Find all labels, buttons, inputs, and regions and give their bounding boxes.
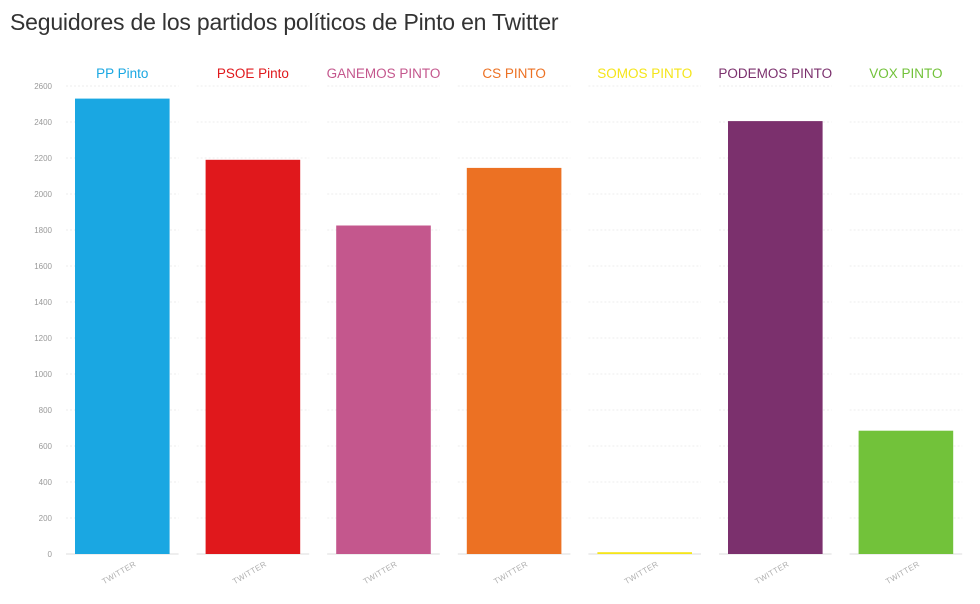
panel-pp-pinto: PP Pinto TWITTER: [66, 66, 179, 586]
panel-psoe-pinto: PSOE Pinto TWITTER: [196, 66, 310, 587]
series-label: PP Pinto: [96, 66, 148, 81]
x-tick-label: TWITTER: [623, 560, 660, 587]
x-tick-label: TWITTER: [753, 560, 790, 587]
x-tick-label: TWITTER: [492, 560, 529, 587]
y-tick-label: 1400: [34, 298, 52, 307]
x-tick-label: TWITTER: [100, 560, 137, 587]
bar[interactable]: [205, 159, 301, 555]
series-label: PODEMOS PINTO: [718, 66, 832, 81]
y-tick-label: 200: [39, 514, 53, 523]
y-tick-label: 400: [39, 478, 53, 487]
y-tick-label: 1600: [34, 262, 52, 271]
bar[interactable]: [858, 430, 954, 554]
y-tick-label: 2000: [34, 190, 52, 199]
bar[interactable]: [466, 167, 562, 554]
y-tick-label: 2400: [34, 118, 52, 127]
y-tick-label: 1800: [34, 226, 52, 235]
series-label: SOMOS PINTO: [597, 66, 692, 81]
panel-somos-pinto: SOMOS PINTO TWITTER: [588, 66, 701, 586]
panel-podemos-pinto: PODEMOS PINTO TWITTER: [718, 66, 832, 586]
y-axis: 0 200 400 600 800 1000 1200 1400 1600 1800 2000 220…: [34, 82, 52, 559]
bar[interactable]: [75, 98, 170, 554]
bar[interactable]: [336, 225, 431, 555]
x-tick-label: TWITTER: [362, 560, 399, 587]
x-tick-label: TWITTER: [884, 560, 921, 587]
y-tick-label: 0: [48, 550, 53, 559]
bar[interactable]: [597, 552, 692, 554]
panel-vox-pinto: VOX PINTO TWITTER: [849, 66, 963, 587]
panel-ganemos-pinto: GANEMOS PINTO TWITTER: [327, 66, 441, 586]
series-label: GANEMOS PINTO: [327, 66, 441, 81]
y-tick-label: 2200: [34, 154, 52, 163]
y-tick-label: 800: [39, 406, 53, 415]
panel-cs-pinto: CS PINTO TWITTER: [457, 66, 571, 587]
y-tick-label: 1000: [34, 370, 52, 379]
series-label: VOX PINTO: [869, 66, 942, 81]
series-label: CS PINTO: [482, 66, 546, 81]
y-tick-label: 2600: [34, 82, 52, 91]
y-tick-label: 600: [39, 442, 53, 451]
chart-title: Seguidores de los partidos políticos de …: [10, 9, 559, 35]
series-label: PSOE Pinto: [217, 66, 289, 81]
x-tick-label: TWITTER: [231, 560, 268, 587]
bar[interactable]: [728, 121, 823, 554]
y-tick-label: 1200: [34, 334, 52, 343]
